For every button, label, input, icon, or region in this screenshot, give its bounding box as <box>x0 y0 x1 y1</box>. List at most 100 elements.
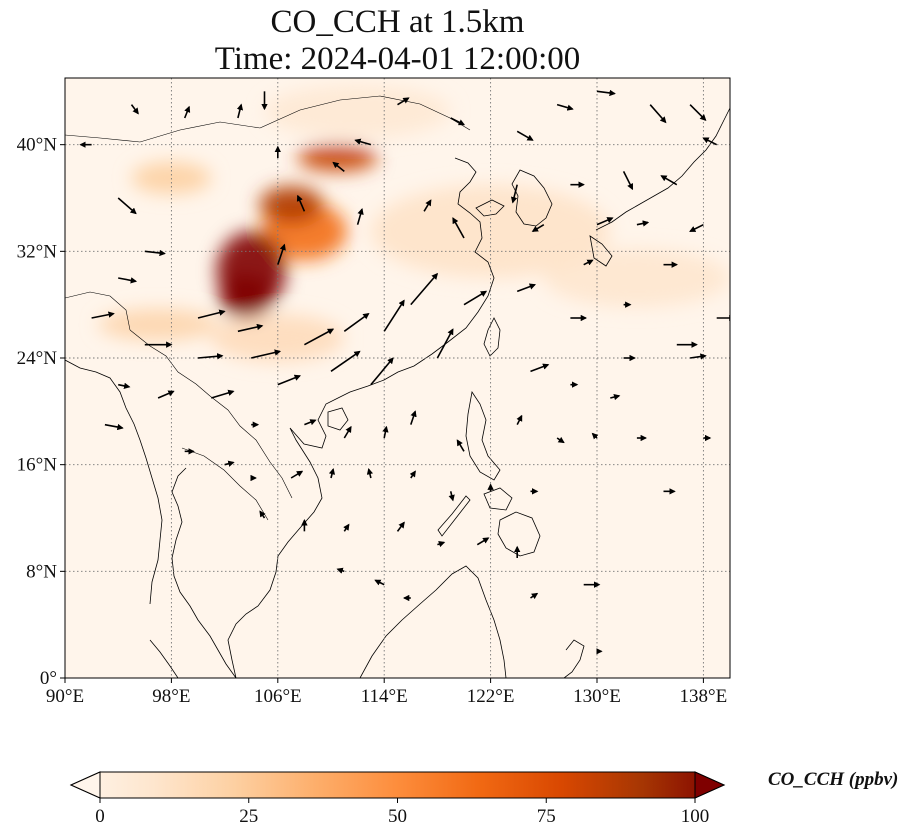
lon-tick-label: 114°E <box>361 686 408 707</box>
wind-arrow <box>660 175 678 186</box>
gridlines <box>65 78 730 678</box>
wind-arrow <box>516 130 534 141</box>
wind-arrow <box>366 467 374 479</box>
colorbar: 0 25 50 75 100 <box>69 771 726 827</box>
colorbar-label: CO_CCH (ppbv) <box>768 769 899 790</box>
wind-arrow <box>382 425 389 439</box>
wind-arrow <box>649 104 667 124</box>
wind-arrow <box>437 541 446 548</box>
lat-tick-label: 0° <box>40 668 57 689</box>
wind-arrow <box>157 390 175 399</box>
wind-arrow <box>304 419 317 426</box>
wind-arrow <box>636 220 650 227</box>
coastline-sumatra <box>149 639 179 678</box>
lon-tick-label: 138°E <box>680 686 728 707</box>
coastline-luzon <box>465 390 501 481</box>
lat-tick-label: 16°N <box>17 455 58 476</box>
wind-arrow <box>596 89 616 97</box>
colorbar-tick-label: 50 <box>388 806 407 827</box>
plume-sichuan-core-south <box>219 275 273 318</box>
wind-arrow <box>251 349 282 359</box>
lon-tick-label: 106°E <box>254 686 302 707</box>
wind-arrow <box>383 299 405 332</box>
lon-tick-label: 98°E <box>152 686 190 707</box>
wind-arrow <box>456 439 465 452</box>
coastlines <box>65 107 730 678</box>
plot-title: CO_CCH at 1.5km Time: 2024-04-01 12:00:0… <box>65 4 730 78</box>
wind-arrow <box>596 217 614 226</box>
wind-arrow <box>463 290 488 306</box>
wind-arrow <box>343 312 370 332</box>
wind-arrow <box>374 579 385 586</box>
wind-arrow <box>328 467 336 479</box>
plume-band-north-2 <box>297 144 378 172</box>
border-laos-vietnam <box>209 395 293 499</box>
wind-arrow <box>104 423 124 431</box>
border-china-myanmar <box>129 329 211 397</box>
wind-arrow <box>610 393 621 401</box>
colorbar-tick-label: 100 <box>681 806 710 827</box>
coastline-kyushu <box>589 235 613 267</box>
wind-arrow <box>397 97 410 106</box>
lon-tick-label: 130°E <box>573 686 621 707</box>
wind-arrow <box>516 414 523 426</box>
wind-arrow <box>530 592 539 600</box>
wind-arrow <box>476 537 490 546</box>
border-india-tibet <box>65 291 131 331</box>
lon-tick-label: 90°E <box>46 686 84 707</box>
coastline-palawan <box>437 495 471 537</box>
wind-arrow <box>130 104 139 115</box>
title-line-2: Time: 2024-04-01 12:00:00 <box>214 41 581 77</box>
map-frame <box>64 77 731 679</box>
coastline-shandong <box>475 199 505 217</box>
coastline-japan <box>595 107 730 231</box>
wind-arrow <box>343 425 352 439</box>
wind-arrow <box>423 199 432 212</box>
wind-arrow <box>370 357 394 386</box>
wind-arrow <box>336 567 345 574</box>
wind-arrow <box>304 328 335 346</box>
borders <box>65 95 471 521</box>
wind-arrow <box>290 470 304 479</box>
plume-band-north-1 <box>259 186 324 224</box>
wind-arrow <box>689 104 707 121</box>
colorbar-tick-label: 25 <box>239 806 258 827</box>
colorbar-tick-label: 0 <box>95 806 105 827</box>
map-panel <box>64 77 731 679</box>
coastline-mindanao <box>497 511 541 557</box>
wind-arrow <box>197 309 226 319</box>
lat-tick-label: 32°N <box>17 241 58 262</box>
wind-arrow <box>224 460 235 467</box>
wind-arrow <box>452 217 465 239</box>
wind-arrow <box>583 259 594 266</box>
coastline-borneo <box>359 565 507 678</box>
wind-arrow <box>259 510 266 519</box>
wind-arrow <box>448 491 455 502</box>
wind-vectors <box>79 89 730 655</box>
plume-south-fringe <box>98 308 218 341</box>
wind-arrow <box>277 374 301 386</box>
coastline-visayas <box>483 487 513 511</box>
lon-tick-label: 122°E <box>467 686 515 707</box>
wind-arrow <box>211 389 235 399</box>
wind-arrow <box>332 161 345 172</box>
wind-arrow <box>356 208 364 225</box>
wind-arrow <box>197 353 224 360</box>
wind-arrow <box>183 105 191 119</box>
lat-tick-label: 8°N <box>26 561 57 582</box>
border-mongolia <box>65 95 471 143</box>
coastline-east-asia <box>227 157 495 678</box>
wind-arrow <box>530 363 550 373</box>
wind-arrow <box>91 311 115 319</box>
latitude-axis: 0° 8°N 16°N 24°N 32°N 40°N <box>17 135 65 689</box>
wind-arrow <box>436 328 454 359</box>
wind-arrow <box>556 436 565 444</box>
coastline-malay-peninsula <box>171 467 237 678</box>
plume-north-haze <box>264 84 451 138</box>
wind-arrow <box>622 170 634 191</box>
colorbar-ticks: 0 25 50 75 100 <box>95 798 709 827</box>
wind-arrow <box>118 382 131 390</box>
colorbar-tick-label: 75 <box>537 806 556 827</box>
coastline-taiwan <box>483 317 501 357</box>
wind-arrow <box>689 353 707 360</box>
